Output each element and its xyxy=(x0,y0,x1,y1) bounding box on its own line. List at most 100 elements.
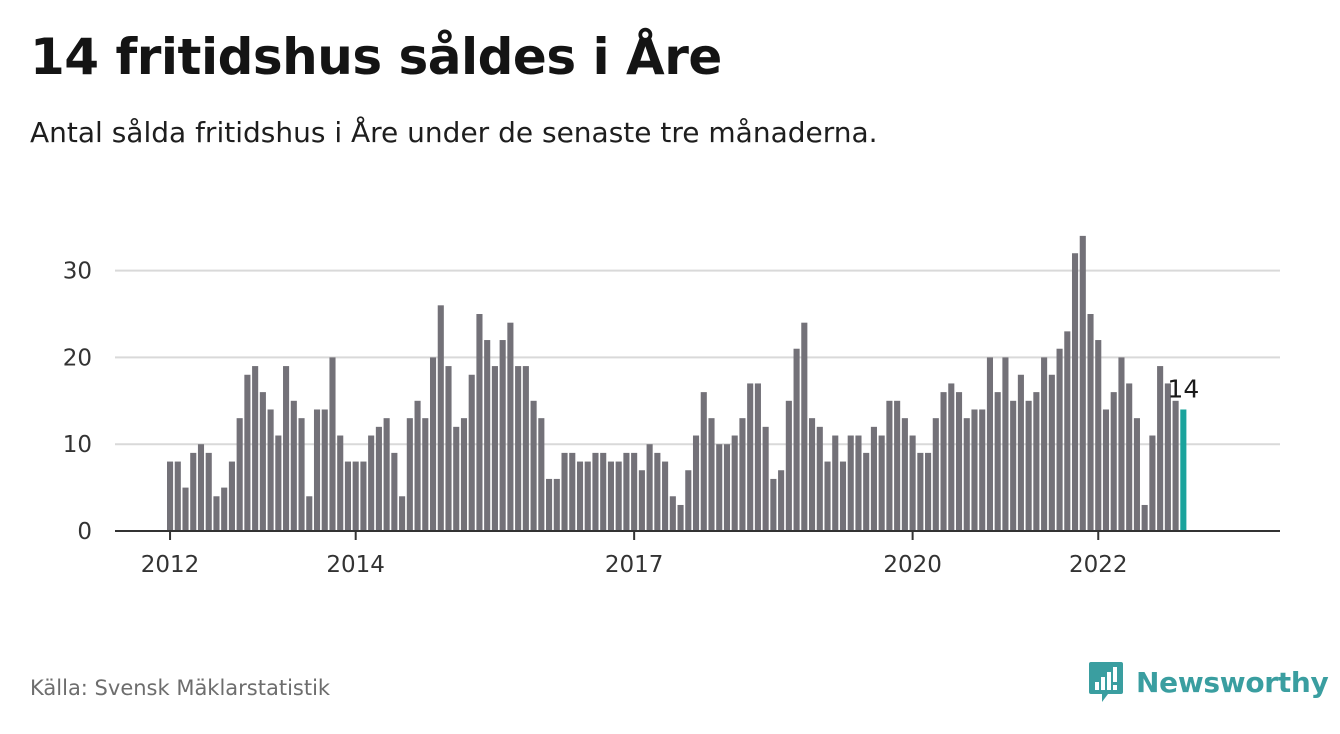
bar xyxy=(205,452,212,531)
bar xyxy=(886,400,893,531)
bar xyxy=(1157,366,1164,531)
bar xyxy=(677,504,684,531)
bar xyxy=(228,461,235,531)
bar xyxy=(491,366,498,531)
bar xyxy=(236,418,243,531)
highlight-bar xyxy=(1180,409,1187,531)
bar xyxy=(816,426,823,531)
bar xyxy=(499,340,506,531)
bar xyxy=(692,435,700,531)
bar xyxy=(847,435,854,531)
axes xyxy=(115,530,1280,540)
chart-subtitle: Antal sålda fritidshus i Åre under de se… xyxy=(30,116,878,149)
bar xyxy=(785,400,792,531)
bar xyxy=(863,452,870,531)
bar xyxy=(1041,357,1048,531)
x-tick-label: 2012 xyxy=(141,552,200,578)
bar xyxy=(437,305,444,531)
bar xyxy=(290,400,297,531)
bar xyxy=(515,366,522,531)
bar xyxy=(855,435,862,531)
bar xyxy=(267,409,274,531)
bar xyxy=(1087,314,1094,531)
bar xyxy=(615,461,622,531)
bar xyxy=(1064,331,1071,531)
bar xyxy=(1118,357,1125,531)
bar xyxy=(337,435,344,531)
bar xyxy=(406,418,413,531)
bar xyxy=(530,400,537,531)
bar xyxy=(460,418,468,531)
newsworthy-logo-icon xyxy=(1089,662,1123,702)
bar xyxy=(546,478,553,531)
bar xyxy=(948,383,955,531)
chart-title: 14 fritidshus såldes i Åre xyxy=(30,28,722,86)
x-tick-label: 2022 xyxy=(1069,552,1128,578)
bar xyxy=(600,452,607,531)
source-note: Källa: Svensk Mäklarstatistik xyxy=(30,676,331,700)
bar xyxy=(894,400,901,531)
bar xyxy=(762,426,769,531)
bar xyxy=(1071,253,1079,532)
bar xyxy=(654,452,661,531)
bar xyxy=(1048,374,1055,531)
bar xyxy=(925,452,932,531)
bar xyxy=(878,435,885,531)
bar xyxy=(167,461,174,531)
bar xyxy=(221,487,228,531)
bar xyxy=(445,366,452,531)
bar xyxy=(809,418,816,531)
brand-name: Newsworthy xyxy=(1136,665,1329,699)
bar xyxy=(1172,400,1179,531)
bar xyxy=(553,478,560,531)
bar xyxy=(646,444,653,531)
bar xyxy=(832,435,839,531)
bar-chart: 0 10 20 30 2012 2014 2017 2020 2022 14 xyxy=(63,235,1280,578)
bar xyxy=(1133,418,1140,531)
bar xyxy=(1033,392,1040,531)
bar xyxy=(429,357,437,531)
bar xyxy=(979,409,986,531)
y-tick-label: 20 xyxy=(63,345,92,371)
bar xyxy=(1126,383,1133,531)
bar xyxy=(778,470,785,531)
bar xyxy=(252,366,259,531)
bar xyxy=(1102,409,1110,531)
bar xyxy=(190,452,197,531)
bar xyxy=(468,374,475,531)
bar xyxy=(793,348,800,531)
bar xyxy=(963,418,970,531)
bar xyxy=(747,383,754,531)
bar xyxy=(298,418,305,531)
bar xyxy=(1010,400,1017,531)
bar xyxy=(1056,348,1063,531)
bar xyxy=(731,435,738,531)
bar xyxy=(375,426,382,531)
bar xyxy=(306,496,313,531)
bar xyxy=(391,452,398,531)
bar xyxy=(870,426,877,531)
bar xyxy=(770,478,777,531)
brand-logo[interactable]: Newsworthy xyxy=(1088,660,1329,704)
bar xyxy=(607,461,614,531)
bar xyxy=(824,461,831,531)
bar xyxy=(453,426,460,531)
bar xyxy=(329,357,336,531)
bar xyxy=(569,452,576,531)
bar xyxy=(321,409,328,531)
bar xyxy=(368,435,375,531)
x-tick-label: 2017 xyxy=(605,552,664,578)
bar xyxy=(360,461,367,531)
bar xyxy=(739,418,746,531)
bar xyxy=(259,392,266,531)
highlight-value-label: 14 xyxy=(1167,374,1199,403)
bar xyxy=(994,392,1001,531)
bar xyxy=(507,322,514,531)
bar xyxy=(1110,392,1117,531)
bar xyxy=(986,357,994,531)
bar xyxy=(538,418,545,531)
bar xyxy=(955,392,963,531)
bar xyxy=(576,461,584,531)
bar xyxy=(592,452,599,531)
y-tick-label: 10 xyxy=(63,432,92,458)
